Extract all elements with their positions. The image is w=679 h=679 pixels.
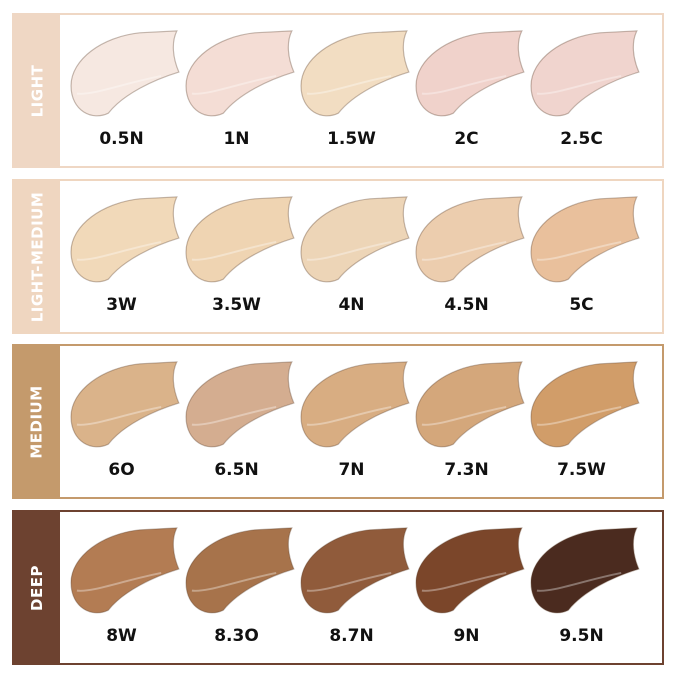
group-label-bar: LIGHT (14, 15, 60, 166)
shade-name: 1N (223, 129, 250, 149)
shade-swatch[interactable]: 8.3O (179, 512, 295, 663)
shade-name: 3W (106, 295, 137, 315)
shade-swatch[interactable]: 2.5C (524, 15, 640, 166)
shade-row: 6O 6.5N 7N 7.3N 7.5W (60, 346, 662, 497)
shade-swatch[interactable]: 4N (294, 181, 410, 332)
shade-name: 4N (338, 295, 365, 315)
shade-row: 8W 8.3O 8.7N 9N 9.5N (60, 512, 662, 663)
swatch-smear (529, 196, 640, 283)
shade-swatch[interactable]: 1N (179, 15, 295, 166)
swatch-smear (529, 30, 640, 117)
swatch-smear (69, 196, 180, 283)
swatch-smear (184, 196, 295, 283)
group-label: LIGHT-MEDIUM (28, 191, 47, 322)
shade-name: 7N (338, 460, 365, 480)
shade-group-light-medium: LIGHT-MEDIUM 3W 3.5W 4N 4.5N 5C (12, 179, 664, 334)
shade-swatch[interactable]: 1.5W (294, 15, 410, 166)
shade-group-light: LIGHT 0.5N 1N 1.5W 2C 2.5C (12, 13, 664, 168)
shade-name: 0.5N (99, 129, 144, 149)
shade-group-deep: DEEP 8W 8.3O 8.7N 9N 9.5N (12, 510, 664, 665)
shade-name: 2.5C (560, 129, 603, 149)
group-label-bar: DEEP (14, 512, 60, 663)
group-label: LIGHT (28, 64, 46, 117)
swatch-smear (299, 30, 410, 117)
shade-swatch[interactable]: 5C (524, 181, 640, 332)
shade-name: 2C (454, 129, 479, 149)
swatch-smear (69, 527, 180, 614)
group-label-bar: LIGHT-MEDIUM (14, 181, 60, 332)
swatch-smear (529, 527, 640, 614)
swatch-smear (414, 196, 525, 283)
swatch-smear (299, 361, 410, 448)
shade-swatch[interactable]: 0.5N (64, 15, 180, 166)
swatch-smear (414, 361, 525, 448)
shade-name: 6O (108, 460, 135, 480)
shade-group-medium: MEDIUM 6O 6.5N 7N 7.3N 7.5W (12, 344, 664, 499)
shade-name: 1.5W (327, 129, 376, 149)
group-label-bar: MEDIUM (14, 346, 60, 497)
shade-name: 4.5N (444, 295, 489, 315)
shade-name: 3.5W (212, 295, 261, 315)
shade-name: 8W (106, 626, 137, 646)
group-label: MEDIUM (28, 384, 46, 459)
group-label: DEEP (27, 564, 46, 611)
shade-swatch[interactable]: 3.5W (179, 181, 295, 332)
shade-name: 8.7N (329, 626, 374, 646)
swatch-smear (529, 361, 640, 448)
shade-swatch[interactable]: 9N (409, 512, 525, 663)
shade-row: 0.5N 1N 1.5W 2C 2.5C (60, 15, 662, 166)
swatch-smear (299, 196, 410, 283)
shade-swatch[interactable]: 8W (64, 512, 180, 663)
shade-name: 5C (569, 295, 594, 315)
shade-swatch[interactable]: 2C (409, 15, 525, 166)
swatch-smear (299, 527, 410, 614)
shade-row: 3W 3.5W 4N 4.5N 5C (60, 181, 662, 332)
swatch-smear (184, 30, 295, 117)
shade-swatch[interactable]: 7.5W (524, 346, 640, 497)
shade-swatch[interactable]: 6.5N (179, 346, 295, 497)
shade-swatch[interactable]: 7N (294, 346, 410, 497)
swatch-smear (184, 361, 295, 448)
swatch-smear (184, 527, 295, 614)
shade-swatch[interactable]: 6O (64, 346, 180, 497)
shade-swatch[interactable]: 3W (64, 181, 180, 332)
shade-swatch[interactable]: 8.7N (294, 512, 410, 663)
shade-name: 8.3O (214, 626, 259, 646)
swatch-smear (69, 30, 180, 117)
shade-name: 7.3N (444, 460, 489, 480)
shade-swatch[interactable]: 9.5N (524, 512, 640, 663)
shade-name: 7.5W (557, 460, 606, 480)
shade-name: 9N (453, 626, 480, 646)
swatch-smear (414, 30, 525, 117)
swatch-smear (69, 361, 180, 448)
shade-swatch[interactable]: 7.3N (409, 346, 525, 497)
shade-name: 6.5N (214, 460, 259, 480)
shade-swatch[interactable]: 4.5N (409, 181, 525, 332)
shade-name: 9.5N (559, 626, 604, 646)
swatch-smear (414, 527, 525, 614)
